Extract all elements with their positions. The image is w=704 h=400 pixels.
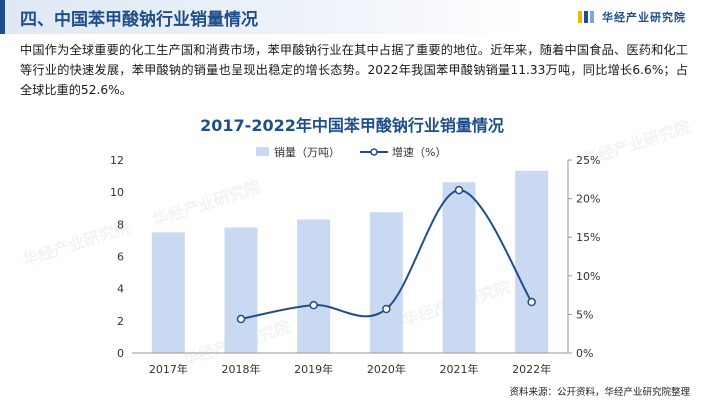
brand: 华经产业研究院 — [578, 9, 686, 25]
y-right-tick-label: 15% — [576, 231, 600, 244]
x-tick-label: 2018年 — [222, 362, 261, 376]
bar — [515, 170, 549, 353]
growth-point — [309, 300, 318, 310]
section-title: 四、中国苯甲酸钠行业销量情况 — [20, 10, 258, 30]
y-right-tick-label: 5% — [576, 308, 593, 321]
legend-line-marker — [370, 148, 378, 156]
x-tick-label: 2019年 — [294, 362, 333, 376]
line-series — [236, 185, 536, 324]
x-tick-label: 2017年 — [149, 362, 188, 376]
source-note: 资料来源：公开资料，华经产业研究院整理 — [509, 387, 690, 398]
brand-logo-icon — [578, 11, 594, 23]
legend-line-label: 增速（%） — [392, 145, 446, 159]
y-left-tick-label: 12 — [110, 154, 124, 167]
bar — [151, 232, 185, 353]
growth-point — [454, 185, 464, 195]
chart-title: 2017-2022年中国苯甲酸钠行业销量情况 — [200, 116, 504, 135]
growth-point — [527, 297, 536, 307]
x-tick-label: 2022年 — [512, 362, 551, 376]
y-right-tick-label: 0% — [576, 347, 593, 360]
bar — [442, 182, 476, 353]
legend-bar-label: 销量（万吨） — [274, 145, 340, 159]
brand-name: 华经产业研究院 — [602, 11, 686, 24]
bar-series — [151, 170, 549, 353]
growth-point — [382, 304, 391, 314]
bar — [297, 219, 331, 353]
growth-line — [240, 189, 533, 321]
x-tick-label: 2021年 — [440, 362, 479, 376]
intro-paragraph: 中国作为全球重要的化工生产国和消费市场，苯甲酸钠行业在其中占据了重要的地位。近年… — [20, 43, 688, 97]
y-left-tick-label: 0 — [117, 347, 124, 360]
chart-legend: 销量（万吨） 增速（%） — [256, 145, 446, 159]
y-left-tick-label: 4 — [117, 283, 124, 296]
chart-axes: 0 2 4 6 8 10 12 0% 5% 10% 15% 20% 25% 2017年 2018年 2019年… — [110, 154, 600, 376]
y-right-tick-label: 25% — [576, 154, 600, 167]
x-tick-label: 2020年 — [367, 362, 406, 376]
legend-bar-swatch — [256, 147, 269, 156]
growth-point — [236, 314, 246, 324]
y-right-tick-label: 10% — [576, 270, 600, 283]
header-accent-bar — [0, 0, 5, 34]
bar — [224, 227, 258, 353]
y-right-tick-label: 20% — [576, 193, 600, 206]
y-left-tick-label: 10 — [110, 186, 124, 199]
y-left-tick-label: 2 — [117, 315, 124, 328]
y-left-tick-label: 6 — [117, 251, 124, 264]
bar — [369, 212, 403, 353]
y-left-tick-label: 8 — [117, 218, 124, 231]
